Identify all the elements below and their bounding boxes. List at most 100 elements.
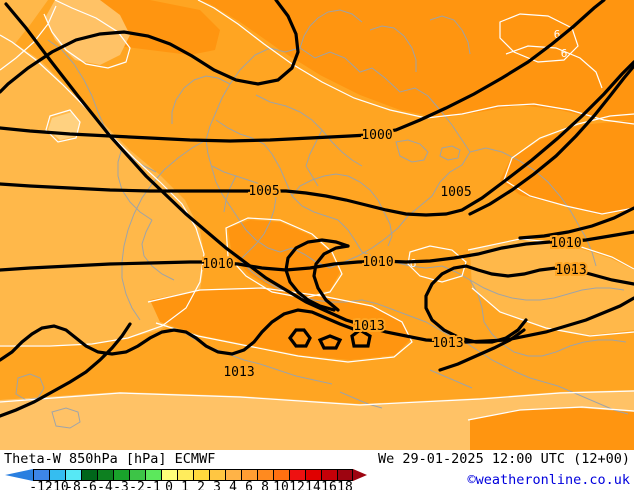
isobar-label-1005-w: 1005 [248, 184, 279, 199]
svg-text:1005: 1005 [440, 185, 471, 200]
colorbar-cell [33, 469, 49, 481]
run-datetime: We 29-01-2025 12:00 UTC (12+00) [378, 451, 630, 467]
colorbar-tick-label: -8 [65, 480, 81, 490]
colorbar-tick-label: -3 [113, 480, 129, 490]
fill-band-deep-lower [150, 288, 410, 360]
svg-text:1013: 1013 [555, 263, 586, 278]
colorbar-cell [81, 469, 97, 481]
isobar-labels: 1000 1000 1005 1005 1005 1005 1010 1010 … [200, 126, 588, 382]
colorbar-legend[interactable]: -12 -10 -8 -6 -4 -3 -2 -1 0 1 2 3 4 6 8 10 12 14 16 18 [0, 469, 520, 490]
svg-text:1000: 1000 [361, 128, 392, 143]
svg-text:1010: 1010 [550, 236, 581, 251]
colorbar-cell [49, 469, 65, 481]
footer-bar: Theta-W 850hPa [hPa] ECMWF We 29-01-2025… [0, 450, 634, 490]
isobar-label-1013-sw: 1013 [223, 365, 254, 380]
colorbar-tick-label: -4 [97, 480, 113, 490]
colorbar-cell [193, 469, 209, 481]
theta-label: 6 [554, 28, 561, 41]
colorbar-strip [33, 469, 353, 481]
colorbar-tick-label: 0 [165, 480, 173, 490]
political-borders [15, 9, 629, 429]
colorbar-cell [337, 469, 353, 481]
colorbar-tick-label: -2 [129, 480, 145, 490]
isobar-arc-nw [4, 2, 634, 344]
isobar-1000 [0, 0, 606, 143]
colorbar-tick-label: 10 [273, 480, 289, 490]
isobar-mid-right-short [518, 206, 634, 240]
theta-contour-labels: 6 6 6 [410, 28, 568, 270]
svg-text:1010: 1010 [202, 257, 233, 272]
colorbar-cell [273, 469, 289, 481]
isobar-lower-left [0, 322, 132, 418]
colorbar-cell [129, 469, 145, 481]
svg-text:1013: 1013 [353, 319, 384, 334]
isobar-label-1013-c: 1013 [353, 319, 384, 334]
isobar-right-upper-connector [468, 64, 634, 216]
isobar-1005 [0, 60, 634, 217]
product-title: Theta-W 850hPa [hPa] ECMWF [4, 451, 216, 467]
isobar-small-loop-1 [288, 328, 312, 348]
colorbar-tick-label: 8 [261, 480, 269, 490]
colorbar-tick-label: -12 [29, 480, 53, 490]
theta-contours [0, 0, 634, 421]
isobar-label-1010-w: 1010 [202, 257, 233, 272]
colorbar-over-arrow [353, 469, 367, 481]
isobar-1013-central [0, 308, 358, 362]
svg-text:1010: 1010 [362, 255, 393, 270]
fill-band-deep-upperright [200, 0, 634, 120]
colorbar-tick-label: -10 [45, 480, 69, 490]
isobar-1010 [0, 230, 634, 272]
colorbar-tick-labels: -12 -10 -8 -6 -4 -3 -2 -1 0 1 2 3 4 6 8 10 12 14 16 18 [29, 480, 353, 490]
colorbar-tick-label: 1 [181, 480, 189, 490]
isobar-1013-loop-west [312, 244, 350, 312]
colorbar-under-arrow [5, 469, 33, 481]
isobar-small-loop-3 [350, 328, 372, 348]
isobar-label-1010-c: 1010 [362, 255, 393, 270]
isobar-hook-top [0, 0, 300, 94]
credit-link[interactable]: ©weatheronline.co.uk [467, 472, 630, 488]
colorbar-cell [209, 469, 225, 481]
map-canvas[interactable]: 6 6 6 [0, 0, 634, 450]
isobar-bottom-right [438, 328, 526, 372]
isobar-label-1010-e: 1010 [550, 236, 581, 251]
theta-label: 6 [561, 47, 568, 60]
isobar-label-1005-e: 1005 [440, 185, 471, 200]
colorbar-tick-label: 2 [197, 480, 205, 490]
colorbar-cell [145, 469, 161, 481]
fill-band-deep-central [228, 220, 340, 296]
svg-text:1005: 1005 [248, 184, 279, 199]
colorbar-cell [241, 469, 257, 481]
colorbar-cell [257, 469, 273, 481]
svg-text:1013: 1013 [432, 336, 463, 351]
colorbar-tick-label: 6 [245, 480, 253, 490]
theta-label: 6 [410, 257, 417, 270]
colorbar-cell [113, 469, 129, 481]
colorbar-cell [97, 469, 113, 481]
fill-band-pale-topleft-sliver [0, 0, 48, 70]
colorbar-cell [225, 469, 241, 481]
colorbar-cell [305, 469, 321, 481]
colorbar-tick-label: 14 [305, 480, 321, 490]
isobar-1013-east [424, 264, 634, 344]
colorbar-tick-label: 12 [289, 480, 305, 490]
colorbar-cell [321, 469, 337, 481]
colorbar-cell [65, 469, 81, 481]
colorbar-tick-label: 18 [337, 480, 353, 490]
isobar-small-loop-2 [317, 334, 343, 350]
colorbar-cell [177, 469, 193, 481]
fill-band-deep-bottomright [470, 408, 634, 450]
svg-text:1013: 1013 [223, 365, 254, 380]
colorbar-cell [289, 469, 305, 481]
colorbar-tick-label: -6 [81, 480, 97, 490]
colorbar-tick-label: 3 [213, 480, 221, 490]
isobar-hook-centreleft [284, 238, 350, 312]
fill-band-pale-upperleft [45, 0, 130, 65]
map-svg: 6 6 6 [0, 0, 634, 450]
isobar-label-1013-e: 1013 [432, 336, 463, 351]
colorbar-cell [161, 469, 177, 481]
isobar-label-1013-ne: 1013 [555, 263, 586, 278]
colorbar-tick-label: -1 [145, 480, 161, 490]
isobar-label-1000: 1000 [361, 128, 392, 143]
fill-band-deep-midright [500, 120, 634, 215]
